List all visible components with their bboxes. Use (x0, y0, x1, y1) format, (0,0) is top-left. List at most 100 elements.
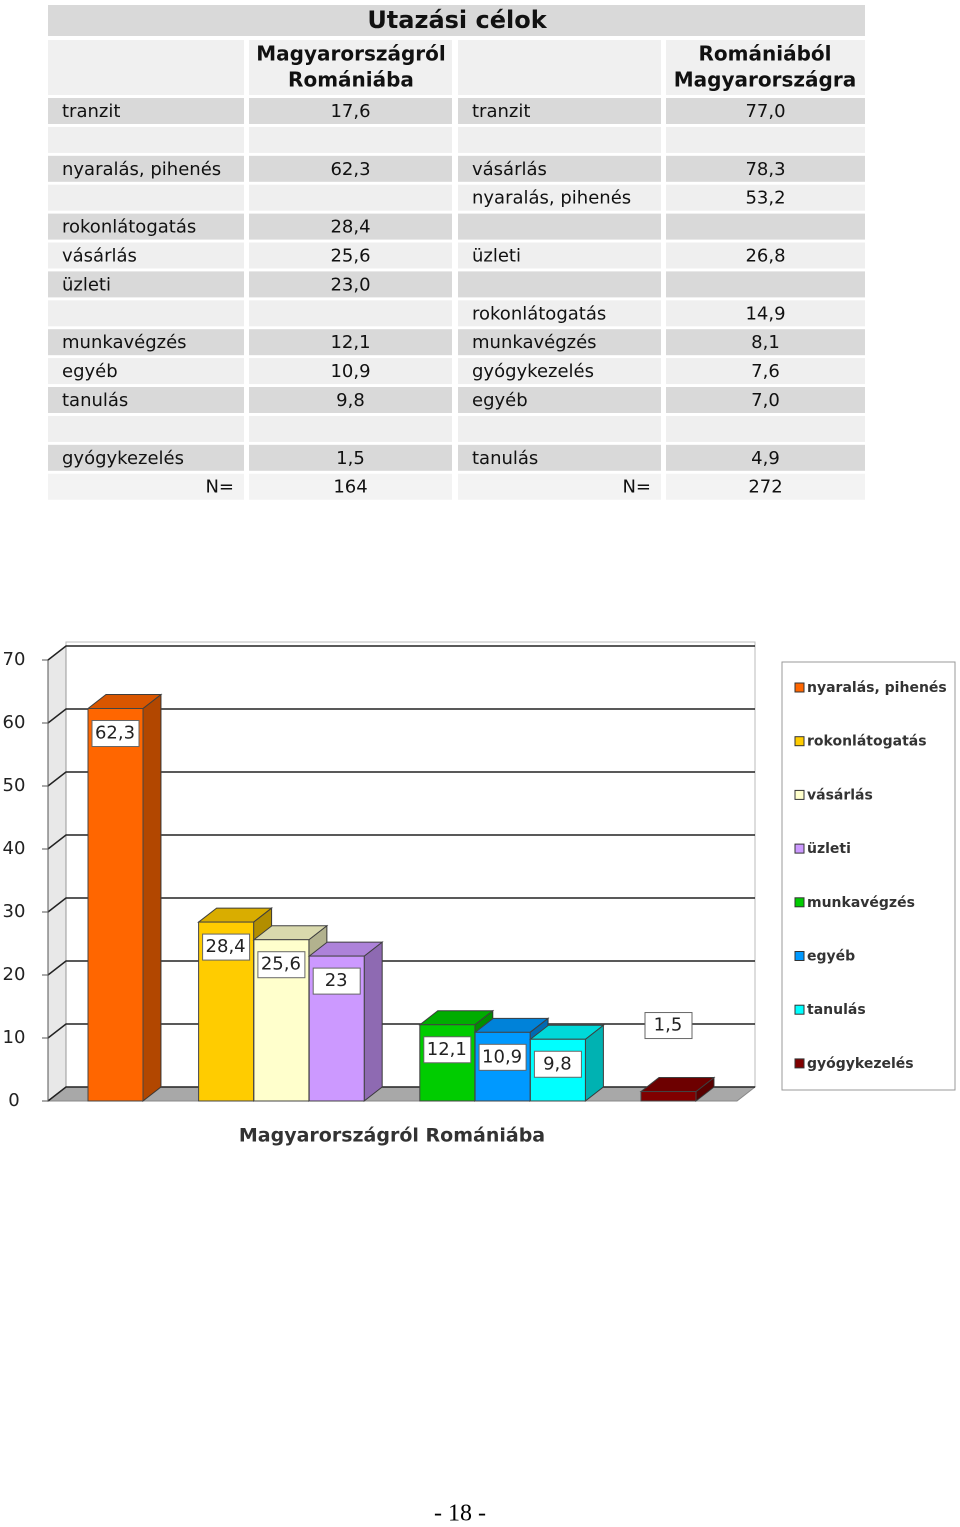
bar-top-shade (198, 908, 272, 923)
cell-label: munkavégzés (472, 332, 597, 353)
value-label-box (91, 720, 140, 748)
cell-value: 8,1 (751, 332, 780, 353)
value-label-box (312, 967, 361, 995)
table-cell (458, 184, 661, 211)
legend-swatch (794, 736, 805, 747)
y-tick-label: 30 (3, 901, 26, 922)
cell-label: egyéb (472, 390, 528, 411)
legend-label: nyaralás, pihenés (807, 680, 947, 696)
header: Romániából (699, 42, 832, 66)
legend-swatch (794, 897, 805, 908)
cell-value: 14,9 (745, 303, 785, 324)
legend-label: munkavégzés (807, 895, 915, 911)
table-cell (249, 387, 452, 413)
table-cell (666, 444, 865, 471)
y-tick-label: 10 (3, 1027, 26, 1048)
cell-label: gyógykezelés (472, 361, 594, 382)
cell-label: tanulás (62, 390, 128, 411)
bar-side-shade (585, 1025, 604, 1101)
header-cell (458, 40, 661, 95)
table-cell (666, 387, 865, 413)
legend-label: vásárlás (807, 787, 873, 803)
cell-value: 26,8 (745, 246, 785, 267)
header: Romániába (288, 68, 414, 92)
table-cell (458, 415, 661, 442)
table-cell (666, 271, 865, 298)
cell-value: 4,9 (751, 448, 780, 469)
cell-label: munkavégzés (62, 332, 187, 353)
legend-label: gyógykezelés (807, 1056, 914, 1072)
table-cell (666, 329, 865, 356)
table-cell (458, 387, 661, 413)
table-cell (249, 358, 452, 385)
bar-top-shade (641, 1077, 714, 1092)
bar-side-shade (696, 1077, 714, 1101)
table-cell (249, 126, 452, 153)
cell-value: 78,3 (745, 159, 785, 180)
table-cell (666, 473, 865, 500)
y-tick-label: 50 (3, 775, 26, 796)
table-cell (458, 242, 661, 269)
value-label: 28,4 (206, 936, 246, 957)
table-cell (48, 444, 244, 471)
cell-value: 10,9 (330, 361, 370, 382)
table-cell (48, 473, 244, 500)
x-axis-label: Magyarországról Romániába (239, 1125, 545, 1147)
cell-label: rokonlátogatás (62, 217, 196, 238)
header-cell (666, 40, 865, 95)
legend-swatch (794, 682, 805, 693)
bar-top-shade (253, 925, 327, 940)
value-label-box (644, 1012, 693, 1040)
header-cell (48, 40, 244, 95)
bar (87, 708, 144, 1102)
grid-line (47, 897, 755, 913)
legend-label: tanulás (807, 1002, 866, 1018)
cell-value: 1,5 (336, 448, 365, 469)
table-cell (249, 155, 452, 182)
value-label: 1,5 (654, 1015, 683, 1036)
table-cell (48, 329, 244, 356)
cell-label: N= (622, 477, 651, 498)
table-cell (48, 98, 244, 124)
table-cell (48, 184, 244, 211)
table-cell (666, 242, 865, 269)
table-cell (48, 358, 244, 385)
cell-label: rokonlátogatás (472, 303, 606, 324)
legend-label: egyéb (807, 949, 855, 965)
table-cell (458, 155, 661, 182)
table-cell (48, 126, 244, 153)
table-title: Utazási célok (367, 6, 547, 34)
cell-label: üzleti (62, 274, 111, 295)
cell-label: üzleti (472, 246, 521, 267)
legend-label: rokonlátogatás (807, 734, 927, 750)
table-cell (249, 184, 452, 211)
y-tick-label: 20 (3, 964, 26, 985)
table-cell (249, 415, 452, 442)
table-cell (666, 300, 865, 327)
cell-label: nyaralás, pihenés (472, 188, 631, 209)
table-cell (458, 444, 661, 471)
table-cell (249, 473, 452, 500)
table-cell (458, 358, 661, 385)
cell-value: 17,6 (330, 101, 370, 122)
legend-swatch (794, 1058, 805, 1069)
grid-line (47, 771, 755, 787)
y-tick-label: 60 (3, 712, 26, 733)
bar (640, 1091, 697, 1102)
cell-value: 25,6 (330, 246, 370, 267)
table-cell (666, 126, 865, 153)
grid-line (47, 960, 755, 976)
bar-top-shade (88, 694, 161, 709)
value-label-box (257, 951, 306, 979)
table-cell (666, 98, 865, 124)
table-cell (249, 444, 452, 471)
title-row (48, 5, 865, 36)
value-label: 25,6 (261, 954, 301, 975)
table-cell (458, 300, 661, 327)
value-label-box (202, 933, 251, 961)
table-cell (249, 329, 452, 356)
table-cell (48, 415, 244, 442)
cell-value: 164 (333, 477, 367, 498)
bar-top-shade (419, 1010, 493, 1025)
